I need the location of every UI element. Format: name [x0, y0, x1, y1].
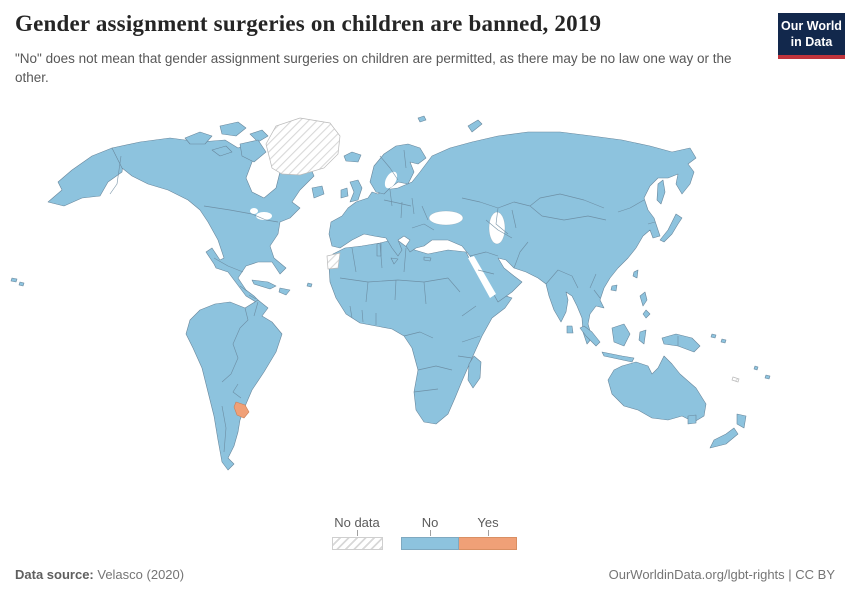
data-source: Data source: Velasco (2020) [15, 567, 184, 582]
legend-no-label: No [421, 515, 439, 530]
legend-yes-swatch[interactable] [459, 537, 517, 550]
legend-no-data-swatch[interactable] [332, 537, 383, 550]
legend-no-data-label: No data [334, 515, 380, 530]
new-caledonia-no-data [731, 376, 740, 383]
owid-logo-line1: Our World [781, 19, 842, 33]
uruguay-yes[interactable] [233, 401, 250, 419]
data-source-label: Data source: [15, 567, 94, 582]
inland-seas [250, 171, 506, 298]
owid-logo-line2: in Data [790, 34, 833, 49]
legend-no-swatch[interactable] [401, 537, 459, 550]
world-map[interactable] [0, 106, 850, 506]
chart-title: Gender assignment surgeries on children … [15, 11, 602, 36]
countries-no[interactable] [10, 115, 771, 471]
world-map-svg[interactable] [0, 106, 850, 506]
western-sahara-no-data [326, 252, 341, 270]
data-source-text: Velasco (2020) [93, 567, 185, 582]
legend-yes-label: Yes [477, 515, 499, 530]
greenland-no-data [265, 117, 341, 176]
owid-logo[interactable]: Our World in Data [778, 13, 845, 60]
legend-tick [430, 530, 431, 536]
legend-tick [488, 530, 489, 536]
no-data-regions[interactable] [265, 117, 740, 383]
country-borders [109, 149, 679, 453]
owid-url-link[interactable]: OurWorldinData.org/lgbt-rights | CC BY [608, 567, 835, 582]
chart-subtitle: "No" does not mean that gender assignmen… [15, 51, 732, 85]
legend-tick [357, 530, 358, 536]
